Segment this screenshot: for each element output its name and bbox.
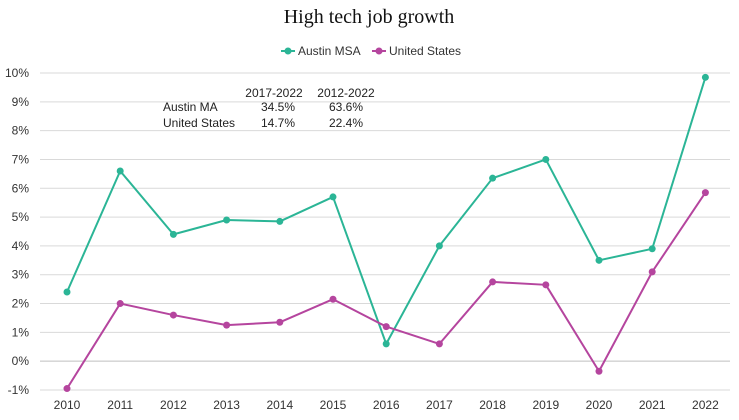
x-tick-label: 2020 <box>586 398 613 412</box>
y-tick-label: -1% <box>8 383 30 397</box>
data-point-united-states[interactable] <box>223 321 231 329</box>
y-tick-label: 6% <box>12 181 30 195</box>
gridlines <box>40 72 730 391</box>
x-tick-label: 2019 <box>532 398 559 412</box>
data-point-united-states[interactable] <box>276 318 284 326</box>
x-tick-label: 2013 <box>213 398 240 412</box>
legend-item-united-states: United States <box>372 44 461 58</box>
y-axis-ticks: -1% 0% 1% 2% 3% 4% 5% 6% 7% 8% 9% 10% <box>5 66 29 397</box>
legend-swatch-austin-marker <box>284 47 292 55</box>
data-point-united-states[interactable] <box>435 340 443 348</box>
annotation-austin-2017-2022: 34.5% <box>261 100 295 114</box>
data-point-austin-msa[interactable] <box>382 340 390 348</box>
data-point-austin-msa[interactable] <box>701 73 709 81</box>
y-tick-label: 1% <box>12 325 30 339</box>
data-point-austin-msa[interactable] <box>223 216 231 224</box>
x-tick-label: 2022 <box>692 398 719 412</box>
annotation-row-label-austin: Austin MA <box>163 100 218 114</box>
data-point-united-states[interactable] <box>595 367 603 375</box>
data-point-united-states[interactable] <box>169 311 177 319</box>
x-tick-label: 2011 <box>107 398 133 412</box>
data-point-austin-msa[interactable] <box>542 155 550 163</box>
legend-label-austin: Austin MSA <box>298 44 361 58</box>
x-tick-label: 2014 <box>266 398 293 412</box>
annotation-header-2: 2012-2022 <box>317 86 375 100</box>
data-point-united-states[interactable] <box>489 278 497 286</box>
legend: Austin MSA United States <box>281 44 461 58</box>
annotation-table: 2017-2022 2012-2022 Austin MA 34.5% 63.6… <box>163 86 375 130</box>
x-tick-label: 2021 <box>639 398 666 412</box>
data-point-united-states[interactable] <box>542 281 550 289</box>
y-tick-label: 4% <box>12 239 30 253</box>
data-point-austin-msa[interactable] <box>169 230 177 238</box>
annotation-us-2017-2022: 14.7% <box>261 116 295 130</box>
data-point-austin-msa[interactable] <box>489 174 497 182</box>
annotation-header-1: 2017-2022 <box>245 86 303 100</box>
y-tick-label: 10% <box>5 66 29 80</box>
x-tick-label: 2016 <box>373 398 400 412</box>
x-tick-label: 2012 <box>160 398 187 412</box>
data-point-austin-msa[interactable] <box>63 288 71 296</box>
x-tick-label: 2015 <box>320 398 347 412</box>
x-tick-label: 2018 <box>479 398 506 412</box>
data-point-united-states[interactable] <box>648 268 656 276</box>
annotation-austin-2012-2022: 63.6% <box>329 100 363 114</box>
y-tick-label: 7% <box>12 152 30 166</box>
x-axis-ticks: 2010 2011 2012 2013 2014 2015 2016 2017 2018 2019… <box>54 398 719 412</box>
data-point-austin-msa[interactable] <box>435 242 443 250</box>
annotation-row-label-us: United States <box>163 116 235 130</box>
y-tick-label: 5% <box>12 210 30 224</box>
legend-label-united-states: United States <box>389 44 461 58</box>
x-tick-label: 2017 <box>426 398 453 412</box>
x-tick-label: 2010 <box>54 398 81 412</box>
legend-swatch-us-marker <box>375 47 383 55</box>
legend-item-austin: Austin MSA <box>281 44 361 58</box>
y-tick-label: 0% <box>12 354 30 368</box>
data-point-austin-msa[interactable] <box>595 256 603 264</box>
series-layer <box>63 73 709 393</box>
data-point-united-states[interactable] <box>382 323 390 331</box>
data-point-austin-msa[interactable] <box>116 167 124 175</box>
data-point-united-states[interactable] <box>63 385 71 393</box>
annotation-us-2012-2022: 22.4% <box>329 116 363 130</box>
data-point-austin-msa[interactable] <box>648 245 656 253</box>
y-tick-label: 3% <box>12 268 30 282</box>
data-point-austin-msa[interactable] <box>276 217 284 225</box>
data-point-united-states[interactable] <box>329 295 337 303</box>
y-tick-label: 8% <box>12 124 30 138</box>
data-point-united-states[interactable] <box>701 189 709 197</box>
chart-title: High tech job growth <box>284 6 455 28</box>
data-point-united-states[interactable] <box>116 300 124 308</box>
y-tick-label: 9% <box>12 95 30 109</box>
data-point-austin-msa[interactable] <box>329 193 337 201</box>
y-tick-label: 2% <box>12 297 30 311</box>
